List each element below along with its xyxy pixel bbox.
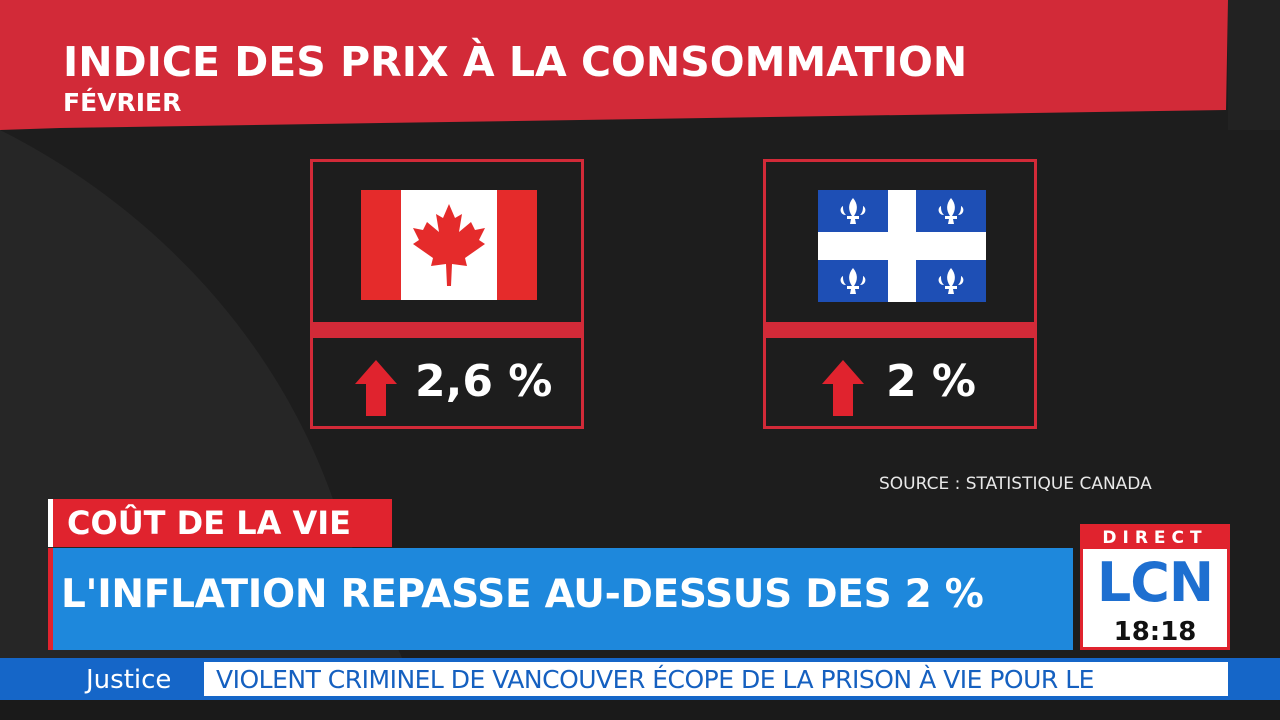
source-credit: SOURCE : STATISTIQUE CANADA [879,474,1152,494]
topic-tag: COÛT DE LA VIE [48,499,392,547]
headline-bar: L'INFLATION REPASSE AU-DESSUS DES 2 % [48,548,1073,650]
channel-name: LCN [1096,551,1214,614]
quebec-flag-box [763,159,1037,325]
clock: 18:18 [1113,617,1197,647]
quebec-inflation-value: 2 % [886,356,977,407]
up-arrow-icon [822,360,864,416]
canada-flag-icon [361,190,537,300]
quebec-value-box: 2 % [763,335,1037,429]
ticker-text-box: VIOLENT CRIMINEL DE VANCOUVER ÉCOPE DE L… [204,662,1228,696]
canada-flag-box [310,159,584,325]
canada-value-box: 2,6 % [310,335,584,429]
canada-inflation-value: 2,6 % [415,356,553,407]
bottom-strip [0,700,1280,720]
graphic-title: INDICE DES PRIX À LA CONSOMMATION [63,38,968,86]
quebec-card: 2 % [763,159,1037,429]
headline-text: L'INFLATION REPASSE AU-DESSUS DES 2 % [61,572,984,617]
topic-tag-label: COÛT DE LA VIE [67,504,352,542]
up-arrow-icon [355,360,397,416]
channel-logo: DIRECT LCN 18:18 [1080,524,1230,650]
card-separator [310,325,584,335]
news-ticker: Justice VIOLENT CRIMINEL DE VANCOUVER ÉC… [0,658,1280,700]
graphic-subtitle: FÉVRIER [63,88,182,117]
card-separator [763,325,1037,335]
quebec-flag-icon [818,190,986,302]
canada-card: 2,6 % [310,159,584,429]
ticker-text: VIOLENT CRIMINEL DE VANCOUVER ÉCOPE DE L… [216,665,1094,694]
ticker-category: Justice [86,665,172,695]
live-badge: DIRECT [1083,527,1227,549]
